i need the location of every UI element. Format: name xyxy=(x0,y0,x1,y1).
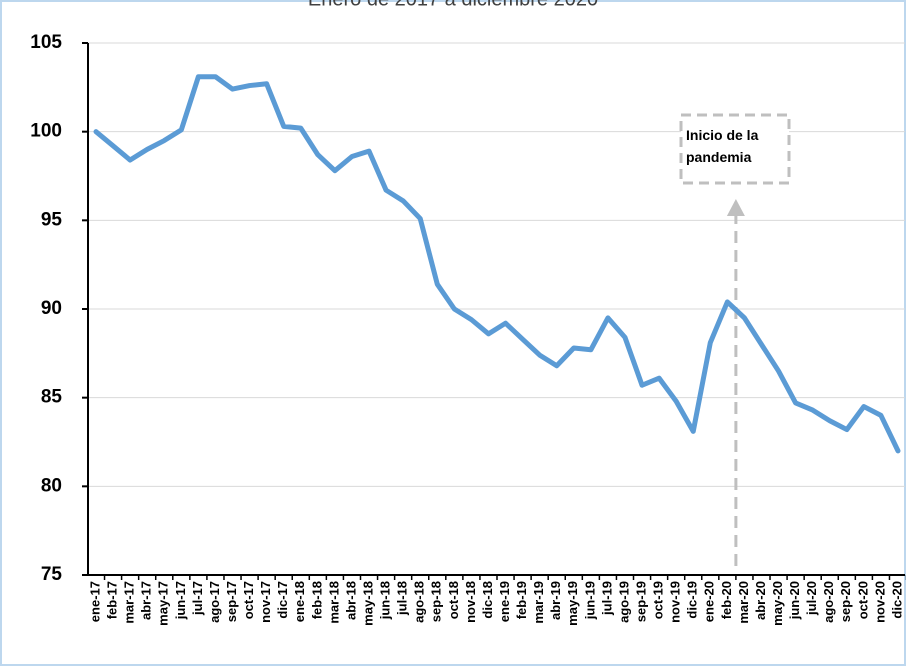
x-tick-label: jun-17 xyxy=(173,581,188,620)
x-tick-label: mar-17 xyxy=(122,581,137,624)
x-tick-label: sep-19 xyxy=(633,581,648,622)
x-tick-label: feb-19 xyxy=(514,581,529,619)
x-tick-label: ago-19 xyxy=(616,581,631,623)
x-tick-label: ene-19 xyxy=(497,581,512,622)
x-tick-label: nov-18 xyxy=(463,581,478,623)
x-tick-label: dic-18 xyxy=(480,581,495,619)
x-tick-label: jul-20 xyxy=(804,581,819,616)
x-tick-label: oct-18 xyxy=(446,581,461,619)
x-tick-label: oct-20 xyxy=(855,581,870,619)
x-tick-label: sep-20 xyxy=(838,581,853,622)
x-tick-label: jun-19 xyxy=(582,581,597,620)
x-tick-label: dic-17 xyxy=(275,581,290,619)
x-tick-label: may-19 xyxy=(565,581,580,626)
x-tick-label: oct-19 xyxy=(651,581,666,619)
x-tick-label: abr-17 xyxy=(139,581,154,620)
x-tick-label: abr-20 xyxy=(753,581,768,620)
x-tick-label: ene-20 xyxy=(702,581,717,622)
x-tick-label: feb-17 xyxy=(105,581,120,619)
x-tick-label: abr-18 xyxy=(343,581,358,620)
y-tick-label: 105 xyxy=(30,32,62,53)
y-tick-label: 80 xyxy=(41,475,62,496)
x-tick-label: abr-19 xyxy=(548,581,563,620)
x-tick-label: dic-20 xyxy=(889,581,904,619)
x-tick-label: jul-18 xyxy=(395,581,410,616)
x-tick-label: mar-19 xyxy=(531,581,546,624)
x-tick-label: nov-19 xyxy=(668,581,683,623)
y-tick-label: 85 xyxy=(41,387,63,408)
x-tick-label: ago-17 xyxy=(207,581,222,623)
annotation-wrap: Inicio de la pandemia xyxy=(686,127,759,165)
x-tick-label: nov-17 xyxy=(258,581,273,623)
line xyxy=(93,74,901,454)
x-tick-label: feb-20 xyxy=(719,581,734,619)
x-tick-label: may-18 xyxy=(360,581,375,626)
x-tick-label: sep-17 xyxy=(224,581,239,622)
y-tick-label: 100 xyxy=(30,121,62,142)
x-tick-label: jul-19 xyxy=(599,581,614,616)
x-tick-label: jun-18 xyxy=(378,581,393,620)
annotation: Inicio de la pandemia xyxy=(686,127,759,165)
x-tick-label: dic-19 xyxy=(685,581,700,619)
x-tick-label: mar-20 xyxy=(736,581,751,624)
x-tick-label: feb-18 xyxy=(309,581,324,619)
x-tick-label: nov-20 xyxy=(872,581,887,623)
x-tick-label: sep-18 xyxy=(429,581,444,622)
plot-area: 75 80 85 90 95 100 105 ene-17 feb-17 mar-17 abr-17… xyxy=(30,32,906,626)
x-tick-label: ene-18 xyxy=(292,581,307,622)
y-tick-label: 75 xyxy=(41,564,63,585)
x-tick-label: mar-18 xyxy=(326,581,341,624)
x-tick-label: may-17 xyxy=(156,581,171,626)
annotation-box xyxy=(679,113,791,185)
x-tick-label: ene-17 xyxy=(87,581,102,622)
x-tick-label: ago-20 xyxy=(821,581,836,623)
arrow-head xyxy=(726,199,745,216)
y-tick-label: 95 xyxy=(41,209,63,230)
x-tick-label: jul-17 xyxy=(190,581,205,616)
x-tick-label: jun-20 xyxy=(787,581,802,620)
x-tick-label: oct-17 xyxy=(241,581,256,619)
chart-subtitle: Enero de 2017 a diciembre 2020 xyxy=(308,0,598,10)
y-tick-label: 90 xyxy=(41,298,62,319)
x-tick-label: may-20 xyxy=(770,581,785,626)
x-tick-label: ago-18 xyxy=(412,581,427,623)
